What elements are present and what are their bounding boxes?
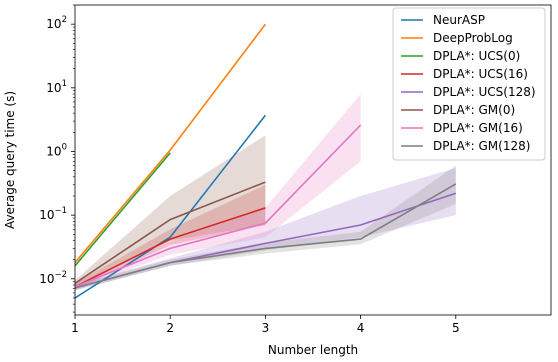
legend-label-deepproblog: DeepProbLog	[433, 31, 513, 45]
legend-label-dpla-gm-0: DPLA*: GM(0)	[433, 103, 515, 117]
x-tick-label: 3	[262, 321, 270, 335]
legend-label-neurasp: NeurASP	[433, 13, 485, 27]
y-axis-label: Average query time (s)	[3, 91, 17, 229]
x-axis-label: Number length	[268, 343, 358, 357]
y-axis: 10−2 10−1 100 101 102	[39, 5, 75, 312]
x-tick-label: 4	[357, 321, 365, 335]
x-tick-label: 2	[166, 321, 174, 335]
y-tick-label: 100	[46, 142, 67, 158]
legend-label-dpla-ucs-128: DPLA*: UCS(128)	[433, 85, 536, 99]
legend-label-dpla-ucs-0: DPLA*: UCS(0)	[433, 49, 520, 63]
y-tick-label: 10−1	[39, 206, 67, 222]
y-tick-label: 101	[46, 79, 67, 95]
legend-label-dpla-gm-16: DPLA*: GM(16)	[433, 121, 523, 135]
x-axis: 1 2 3 4 5	[71, 315, 459, 335]
x-tick-label: 1	[71, 321, 79, 335]
legend: NeurASP DeepProbLog DPLA*: UCS(0) DPLA*: UC…	[393, 8, 545, 160]
y-tick-label: 102	[46, 15, 67, 31]
legend-label-dpla-ucs-16: DPLA*: UCS(16)	[433, 67, 528, 81]
legend-label-dpla-gm-128: DPLA*: GM(128)	[433, 139, 530, 153]
x-tick-label: 5	[452, 321, 460, 335]
y-tick-label: 10−2	[39, 270, 67, 286]
